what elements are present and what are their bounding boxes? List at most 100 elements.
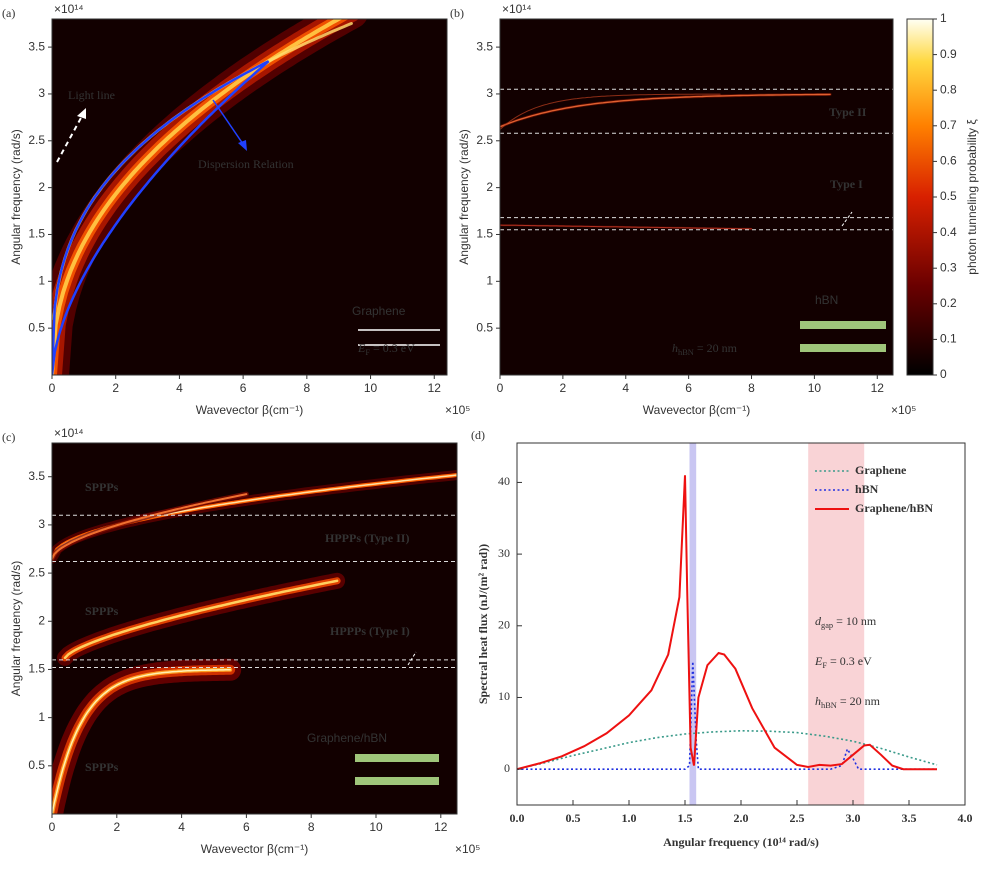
y-tick-label: 2 xyxy=(38,613,45,627)
y-tick-label: 1.5 xyxy=(476,227,493,241)
x-tick-label: 10 xyxy=(808,381,822,395)
y-tick-label: 0.5 xyxy=(28,758,45,772)
x-tick-label: 2 xyxy=(560,381,567,395)
colorbar-tick-label: 0.7 xyxy=(940,118,957,132)
plot-area xyxy=(517,443,965,805)
x-tick-label: 2 xyxy=(112,381,119,395)
annotation: SPPPs xyxy=(85,760,119,774)
colorbar-tick-label: 0.8 xyxy=(940,82,957,96)
x-tick-label: 8 xyxy=(303,381,310,395)
dispersion-arrow xyxy=(212,99,244,145)
y-tick-label: 10 xyxy=(498,689,510,703)
colorbar-tick-label: 0.4 xyxy=(940,225,957,239)
colorbar-tick-label: 0.3 xyxy=(940,260,957,274)
colorbar-tick-label: 0.9 xyxy=(940,47,957,61)
colorbar-tick-label: 1 xyxy=(940,11,947,25)
arrow-head xyxy=(77,108,86,119)
x-multiplier: ×10⁵ xyxy=(445,403,470,417)
annotation: EF = 0.3 eV xyxy=(814,654,872,670)
y-tick-label: 3.5 xyxy=(28,39,45,53)
y-tick-label: 3 xyxy=(38,517,45,531)
annotation: SPPPs xyxy=(85,480,119,494)
y-axis-label: Spectral heat flux (nJ/(m² rad)) xyxy=(476,544,490,704)
heatmap-band xyxy=(500,224,752,230)
x-tick-label: 3.5 xyxy=(902,811,917,825)
series-line xyxy=(517,475,937,771)
y-tick-label: 40 xyxy=(498,474,510,488)
annotation-symbol: d xyxy=(815,614,822,628)
colorbar-tick-label: 0.1 xyxy=(940,332,957,346)
annotation: HPPPs (Type I) xyxy=(330,624,410,638)
x-tick-label: 3.0 xyxy=(846,811,861,825)
colorbar xyxy=(906,18,934,376)
dispersion-outline xyxy=(52,60,270,375)
legend-swatch xyxy=(355,754,439,762)
x-tick-label: 12 xyxy=(871,381,885,395)
annotation-symbol: h xyxy=(815,694,821,708)
y-tick-label: 1 xyxy=(38,273,45,287)
x-tick-label: 0 xyxy=(49,381,56,395)
heatmap-band xyxy=(500,93,831,128)
heatmap-band xyxy=(52,493,248,560)
type-i-arrow xyxy=(407,651,417,666)
x-tick-label: 6 xyxy=(240,381,247,395)
y-tick-label: 2.5 xyxy=(28,565,45,579)
x-tick-label: 8 xyxy=(748,381,755,395)
annotation-symbol: E xyxy=(357,341,366,355)
x-tick-label: 2.0 xyxy=(734,811,749,825)
y-tick-label: 1.5 xyxy=(28,662,45,676)
plot-area xyxy=(52,19,447,375)
x-tick-label: 4 xyxy=(176,381,183,395)
annotation-text: = 20 nm xyxy=(694,341,738,355)
annotation-text: = 0.3 eV xyxy=(370,341,415,355)
colorbar-label: photon tunneling probability ξ xyxy=(965,119,979,275)
x-tick-label: 10 xyxy=(369,820,383,834)
x-tick-label: 4 xyxy=(622,381,629,395)
annotation-subscript: F xyxy=(365,348,370,357)
annotation: dgap = 10 nm xyxy=(815,614,877,630)
annotation-text: = 0.3 eV xyxy=(827,654,872,668)
x-axis-label: Wavevector β(cm⁻¹) xyxy=(643,403,750,417)
annotation-subscript: hBN xyxy=(678,348,694,357)
annotation-subscript: gap xyxy=(821,621,833,630)
x-tick-label: 0.0 xyxy=(510,811,525,825)
x-tick-label: 2 xyxy=(113,820,120,834)
colorbar-tick-label: 0.6 xyxy=(940,154,957,168)
heatmap-band xyxy=(500,93,721,130)
y-multiplier: ×10¹⁴ xyxy=(54,426,84,440)
legend-label: Graphene/hBN xyxy=(855,501,933,515)
x-axis-label: Wavevector β(cm⁻¹) xyxy=(201,842,308,856)
y-tick-label: 1 xyxy=(486,273,493,287)
annotation: SPPPs xyxy=(85,604,119,618)
x-tick-label: 1.5 xyxy=(678,811,693,825)
legend-swatch xyxy=(800,344,886,352)
y-tick-label: 30 xyxy=(498,546,510,560)
x-axis-label: Wavevector β(cm⁻¹) xyxy=(196,403,303,417)
y-tick-label: 1.5 xyxy=(28,227,45,241)
y-tick-label: 1 xyxy=(38,710,45,724)
x-tick-label: 6 xyxy=(685,381,692,395)
plot-area xyxy=(52,443,457,814)
x-tick-label: 4 xyxy=(178,820,185,834)
annotation: EF = 0.3 eV xyxy=(357,341,415,357)
x-tick-label: 10 xyxy=(364,381,378,395)
heatmap-band xyxy=(52,669,231,814)
annotation-text: = 10 nm xyxy=(833,614,877,628)
y-tick-label: 3.5 xyxy=(476,39,493,53)
annotation: hhBN = 20 nm xyxy=(815,694,881,710)
y-tick-label: 3 xyxy=(38,86,45,100)
legend-label: hBN xyxy=(855,482,879,496)
series-line xyxy=(517,729,938,770)
annotation: hhBN = 20 nm xyxy=(672,341,738,357)
annotation-text: = 20 nm xyxy=(837,694,881,708)
shaded-band xyxy=(808,443,865,805)
annotation-subscript: F xyxy=(822,661,827,670)
series-line xyxy=(517,661,937,770)
arrow-head xyxy=(238,140,247,151)
colorbar-tick-label: 0.2 xyxy=(940,296,957,310)
annotation: Light line xyxy=(68,88,115,102)
y-tick-label: 2.5 xyxy=(28,133,45,147)
y-tick-label: 0 xyxy=(504,761,510,775)
type-i-arrow xyxy=(841,211,853,227)
